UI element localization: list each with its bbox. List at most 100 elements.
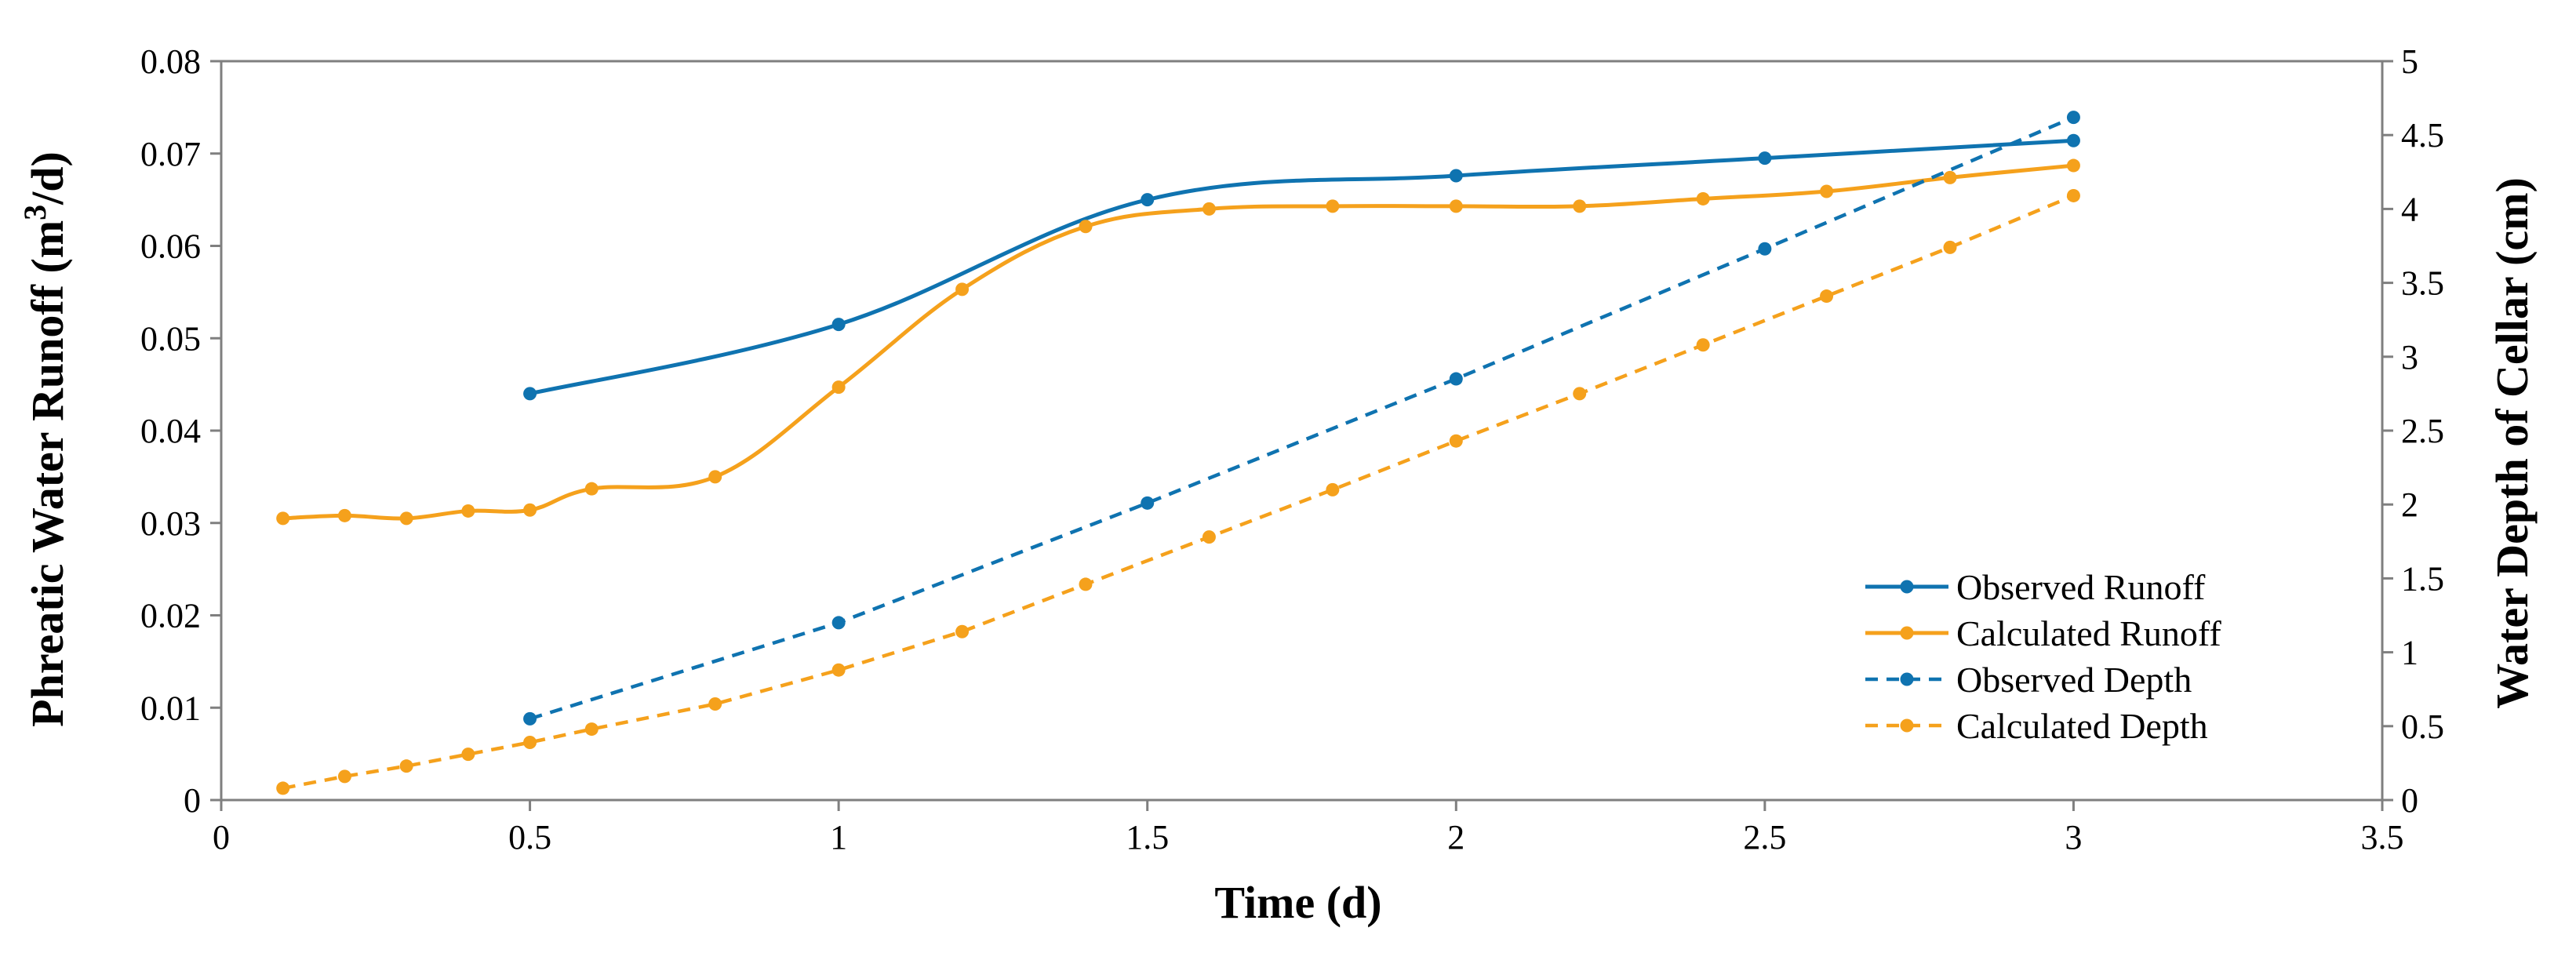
data-point-observed-runoff	[523, 387, 537, 401]
x-tick-label: 2.5	[1743, 818, 1786, 857]
data-point-calculated-runoff	[584, 482, 599, 496]
data-point-calculated-runoff	[2066, 158, 2080, 173]
data-point-calculated-depth	[399, 759, 413, 773]
data-point-calculated-runoff	[1573, 199, 1587, 213]
y-left-tick-label: 0.03	[140, 504, 201, 543]
data-point-calculated-depth	[1696, 338, 1710, 352]
y-right-tick-label: 0	[2401, 781, 2418, 820]
legend-label: Observed Runoff	[1956, 567, 2206, 607]
legend-item-calculated-depth: Calculated Depth	[1865, 706, 2208, 746]
x-tick-label: 1.5	[1126, 818, 1169, 857]
data-point-observed-depth	[2066, 111, 2080, 125]
legend-item-observed-depth: Observed Depth	[1865, 660, 2192, 700]
y-left-axis-title: Phreatic Water Runoff (m3/d)	[17, 151, 73, 727]
x-tick-label: 3.5	[2361, 818, 2404, 857]
y-right-tick-label: 4.5	[2401, 116, 2444, 155]
y-left-tick-label: 0.07	[140, 135, 201, 173]
data-point-observed-depth	[1758, 242, 1772, 256]
y-right-axis-title: Water Depth of Cellar (cm)	[2487, 177, 2538, 709]
y-left-tick-label: 0.05	[140, 319, 201, 358]
series-line-calculated-runoff	[282, 163, 2074, 521]
data-point-calculated-depth	[1326, 482, 1340, 497]
data-point-calculated-depth	[461, 747, 475, 762]
y-left-tick-label: 0.06	[140, 227, 201, 266]
y-right-tick-label: 3	[2401, 338, 2418, 376]
data-point-calculated-runoff	[461, 504, 475, 518]
data-point-calculated-runoff	[1326, 199, 1340, 213]
series-line-observed-runoff	[529, 138, 2074, 396]
y-right-tick-label: 5	[2401, 42, 2418, 81]
data-point-calculated-runoff	[831, 380, 846, 395]
data-point-observed-depth	[1449, 372, 1463, 386]
x-tick-label: 3	[2065, 818, 2082, 857]
data-point-calculated-runoff	[708, 470, 722, 484]
legend: Observed Runoff Calculated Runoff Observed…	[1865, 567, 2221, 746]
y-right-tick-label: 1	[2401, 634, 2418, 672]
legend-swatch-marker	[1900, 718, 1914, 733]
data-point-calculated-runoff	[1696, 191, 1710, 206]
data-point-calculated-depth	[831, 663, 846, 677]
y-left-tick-label: 0.02	[140, 597, 201, 635]
x-tick-label: 0	[213, 818, 230, 857]
data-point-calculated-runoff	[1449, 199, 1463, 213]
data-point-calculated-depth	[1820, 289, 1834, 304]
y-right-tick-label: 0.5	[2401, 707, 2444, 746]
series-observed-runoff	[523, 133, 2080, 401]
data-point-calculated-runoff	[276, 511, 290, 526]
data-point-calculated-runoff	[1202, 202, 1216, 216]
data-point-observed-runoff	[831, 318, 846, 332]
y-right-tick-label: 4	[2401, 190, 2418, 228]
y-right-tick-label: 2.5	[2401, 412, 2444, 450]
data-point-calculated-depth	[2066, 188, 2080, 202]
y-right-tick-label: 3.5	[2401, 264, 2444, 303]
series-calculated-depth	[276, 188, 2080, 795]
x-tick-label: 1	[830, 818, 847, 857]
y-right-tick-label: 2	[2401, 486, 2418, 524]
data-point-observed-runoff	[1449, 169, 1463, 183]
x-tick-label: 0.5	[508, 818, 551, 857]
series-observed-depth	[523, 111, 2080, 726]
data-point-calculated-runoff	[337, 508, 351, 522]
x-tick-label: 2	[1447, 818, 1464, 857]
data-point-calculated-depth	[1202, 530, 1216, 544]
series-calculated-runoff	[276, 158, 2080, 526]
data-point-observed-depth	[523, 711, 537, 726]
y-left-tick-label: 0.04	[140, 412, 201, 450]
data-point-calculated-runoff	[1079, 220, 1093, 234]
data-point-observed-runoff	[2066, 133, 2080, 147]
x-axis-title: Time (d)	[1214, 877, 1381, 928]
data-point-calculated-depth	[1573, 387, 1587, 401]
data-point-calculated-runoff	[955, 282, 970, 296]
data-point-calculated-runoff	[523, 503, 537, 517]
legend-swatch-marker	[1900, 626, 1914, 640]
legend-label: Calculated Depth	[1956, 706, 2208, 746]
y-left-tick-label: 0.08	[140, 42, 201, 81]
y-left-axis-title-end: /d)	[22, 151, 73, 206]
data-point-calculated-runoff	[1820, 184, 1834, 198]
data-point-calculated-runoff	[1943, 170, 1957, 184]
y-left-axis-title-main: Phreatic Water Runoff (m	[22, 220, 73, 727]
data-point-calculated-depth	[1943, 240, 1957, 254]
data-point-calculated-runoff	[399, 511, 413, 526]
y-right-tick-label: 1.5	[2401, 559, 2444, 598]
legend-item-calculated-runoff: Calculated Runoff	[1865, 613, 2221, 653]
legend-swatch-marker	[1900, 580, 1914, 594]
data-point-calculated-depth	[337, 769, 351, 784]
data-point-calculated-depth	[1449, 434, 1463, 448]
y-left-axis-title-superscript: 3	[17, 205, 53, 220]
data-point-calculated-depth	[523, 736, 537, 750]
data-point-calculated-depth	[955, 624, 970, 638]
data-point-calculated-depth	[276, 781, 290, 795]
legend-item-observed-runoff: Observed Runoff	[1865, 567, 2206, 607]
data-point-observed-runoff	[1758, 151, 1772, 166]
legend-label: Calculated Runoff	[1956, 613, 2221, 653]
series-line-calculated-depth	[282, 194, 2075, 791]
legend-swatch-marker	[1900, 672, 1914, 686]
data-point-observed-depth	[1141, 496, 1155, 510]
data-point-observed-runoff	[1141, 193, 1155, 207]
data-point-calculated-depth	[584, 722, 599, 737]
y-left-tick-label: 0.01	[140, 689, 201, 727]
series-line-observed-depth	[529, 115, 2075, 721]
